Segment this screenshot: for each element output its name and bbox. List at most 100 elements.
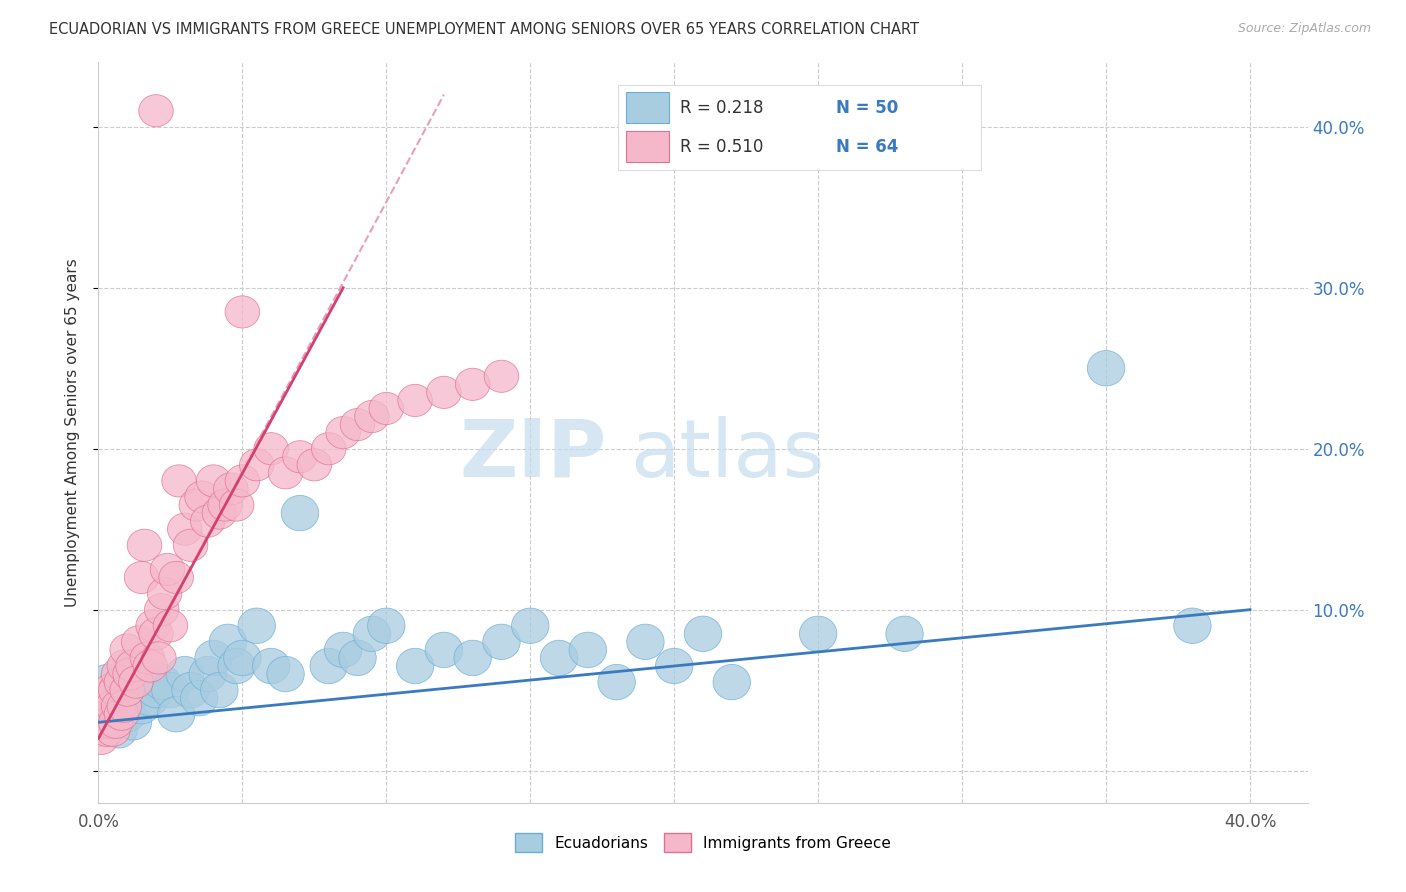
Ellipse shape	[484, 360, 519, 392]
Ellipse shape	[201, 673, 238, 708]
Ellipse shape	[166, 657, 204, 692]
Legend: Ecuadorians, Immigrants from Greece: Ecuadorians, Immigrants from Greece	[509, 827, 897, 858]
Ellipse shape	[340, 409, 375, 441]
Ellipse shape	[93, 706, 127, 739]
Ellipse shape	[112, 658, 148, 690]
Ellipse shape	[145, 593, 179, 626]
Ellipse shape	[96, 714, 131, 747]
Ellipse shape	[124, 561, 159, 593]
Ellipse shape	[110, 634, 145, 666]
Ellipse shape	[117, 673, 155, 708]
Ellipse shape	[297, 449, 332, 481]
Ellipse shape	[89, 665, 125, 700]
Ellipse shape	[110, 674, 145, 706]
Ellipse shape	[173, 529, 208, 561]
Ellipse shape	[84, 698, 118, 731]
Y-axis label: Unemployment Among Seniors over 65 years: Unemployment Among Seniors over 65 years	[65, 259, 80, 607]
Text: ZIP: ZIP	[458, 416, 606, 494]
Ellipse shape	[82, 690, 115, 723]
Ellipse shape	[94, 689, 132, 724]
Ellipse shape	[540, 640, 578, 675]
Ellipse shape	[1174, 608, 1211, 643]
Ellipse shape	[101, 690, 136, 723]
Ellipse shape	[269, 457, 302, 489]
Ellipse shape	[800, 616, 837, 651]
Ellipse shape	[139, 95, 173, 127]
Ellipse shape	[104, 666, 139, 698]
Ellipse shape	[339, 640, 377, 675]
Ellipse shape	[122, 657, 160, 692]
Ellipse shape	[107, 650, 142, 682]
Ellipse shape	[195, 640, 232, 675]
Ellipse shape	[225, 465, 260, 497]
Ellipse shape	[172, 673, 209, 708]
Ellipse shape	[1087, 351, 1125, 386]
Ellipse shape	[96, 690, 131, 723]
Ellipse shape	[569, 632, 606, 667]
Ellipse shape	[202, 497, 236, 529]
Ellipse shape	[367, 608, 405, 643]
Ellipse shape	[152, 673, 190, 708]
Ellipse shape	[122, 689, 160, 724]
Ellipse shape	[98, 706, 134, 739]
Ellipse shape	[214, 473, 247, 505]
Ellipse shape	[512, 608, 548, 643]
Ellipse shape	[108, 697, 146, 732]
Ellipse shape	[150, 553, 184, 585]
Ellipse shape	[114, 705, 152, 740]
Ellipse shape	[104, 698, 139, 731]
Ellipse shape	[396, 648, 434, 683]
Text: Source: ZipAtlas.com: Source: ZipAtlas.com	[1237, 22, 1371, 36]
Ellipse shape	[107, 690, 142, 723]
Ellipse shape	[225, 296, 260, 328]
Ellipse shape	[143, 665, 180, 700]
Ellipse shape	[886, 616, 924, 651]
Ellipse shape	[218, 648, 256, 683]
Ellipse shape	[685, 616, 721, 651]
Ellipse shape	[153, 609, 187, 642]
Ellipse shape	[326, 417, 360, 449]
Ellipse shape	[368, 392, 404, 425]
Ellipse shape	[713, 665, 751, 700]
Ellipse shape	[283, 441, 318, 473]
Ellipse shape	[142, 642, 176, 674]
Ellipse shape	[398, 384, 433, 417]
Ellipse shape	[454, 640, 492, 675]
Ellipse shape	[101, 658, 136, 690]
Text: ECUADORIAN VS IMMIGRANTS FROM GREECE UNEMPLOYMENT AMONG SENIORS OVER 65 YEARS CO: ECUADORIAN VS IMMIGRANTS FROM GREECE UNE…	[49, 22, 920, 37]
Ellipse shape	[598, 665, 636, 700]
Ellipse shape	[136, 609, 170, 642]
Ellipse shape	[87, 706, 121, 739]
Ellipse shape	[311, 648, 347, 683]
Ellipse shape	[426, 376, 461, 409]
Ellipse shape	[132, 681, 169, 716]
Ellipse shape	[84, 723, 118, 755]
Ellipse shape	[98, 674, 134, 706]
Ellipse shape	[482, 624, 520, 659]
Ellipse shape	[219, 489, 254, 521]
Ellipse shape	[167, 513, 202, 545]
Ellipse shape	[87, 682, 121, 714]
Ellipse shape	[134, 650, 167, 682]
Ellipse shape	[138, 673, 174, 708]
Ellipse shape	[127, 529, 162, 561]
Ellipse shape	[118, 666, 153, 698]
Ellipse shape	[86, 705, 122, 740]
Ellipse shape	[108, 657, 146, 692]
Ellipse shape	[353, 616, 391, 651]
Ellipse shape	[100, 713, 138, 748]
Ellipse shape	[267, 657, 304, 692]
Ellipse shape	[139, 617, 173, 650]
Ellipse shape	[224, 640, 262, 675]
Ellipse shape	[148, 577, 181, 609]
Ellipse shape	[238, 608, 276, 643]
Ellipse shape	[627, 624, 664, 659]
Ellipse shape	[425, 632, 463, 667]
Ellipse shape	[103, 681, 141, 716]
Ellipse shape	[180, 681, 218, 716]
Ellipse shape	[162, 465, 197, 497]
Ellipse shape	[325, 632, 361, 667]
Ellipse shape	[354, 401, 389, 433]
Ellipse shape	[121, 626, 156, 658]
Ellipse shape	[179, 489, 214, 521]
